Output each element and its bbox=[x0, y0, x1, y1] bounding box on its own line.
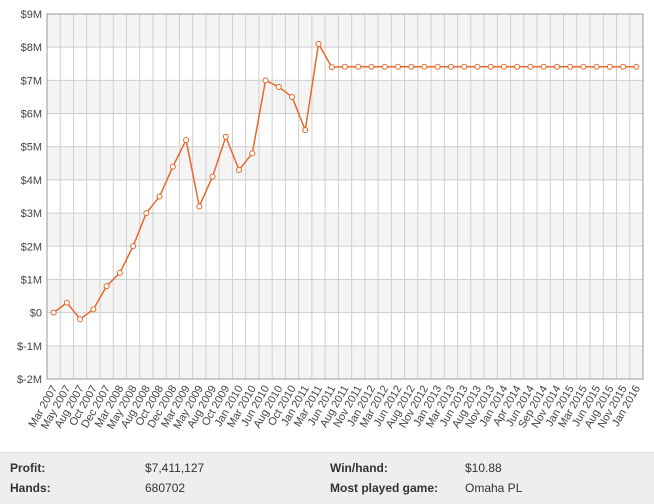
data-point bbox=[275, 84, 282, 90]
y-tick-label: $-2M bbox=[17, 374, 42, 386]
stat-value: Omaha PL bbox=[465, 481, 523, 495]
grid-band bbox=[47, 279, 643, 313]
data-point bbox=[315, 40, 322, 47]
stat-label: Most played game: bbox=[330, 481, 439, 495]
grid-band bbox=[47, 345, 643, 379]
data-point bbox=[156, 193, 163, 200]
plot-area bbox=[47, 14, 643, 379]
data-point bbox=[236, 166, 243, 173]
data-point bbox=[567, 63, 574, 70]
data-point bbox=[580, 63, 587, 70]
data-point bbox=[90, 306, 97, 313]
data-point bbox=[289, 93, 296, 100]
y-tick-label: $5M bbox=[21, 142, 42, 154]
stat-label: Hands: bbox=[10, 481, 51, 495]
y-tick-label: $0 bbox=[30, 308, 42, 320]
data-point bbox=[593, 63, 600, 70]
y-tick-label: $8M bbox=[21, 42, 42, 54]
data-point bbox=[368, 63, 375, 70]
data-point bbox=[143, 210, 150, 217]
data-point bbox=[169, 163, 176, 170]
data-point bbox=[222, 133, 229, 140]
data-point bbox=[77, 316, 84, 323]
data-point bbox=[487, 63, 494, 70]
data-point bbox=[63, 299, 70, 306]
data-point bbox=[408, 63, 415, 70]
grid-band bbox=[47, 80, 643, 114]
stat-value: $10.88 bbox=[465, 461, 502, 475]
data-point bbox=[553, 63, 560, 70]
data-point bbox=[209, 173, 216, 180]
data-point bbox=[103, 283, 110, 290]
data-point bbox=[381, 63, 388, 70]
data-point bbox=[183, 137, 190, 144]
stat-label: Win/hand: bbox=[330, 461, 388, 475]
data-point bbox=[633, 63, 640, 70]
data-point bbox=[130, 243, 137, 250]
data-point bbox=[342, 63, 348, 70]
y-tick-label: $-1M bbox=[17, 341, 42, 353]
data-point bbox=[328, 64, 335, 71]
grid-band bbox=[47, 213, 643, 247]
data-point bbox=[421, 63, 428, 70]
y-tick-label: $2M bbox=[21, 241, 42, 253]
grid-band bbox=[47, 14, 643, 48]
chart: $-2M$-1M$0$1M$2M$3M$4M$5M$6M$7M$8M$9MMar… bbox=[17, 9, 644, 431]
y-tick-label: $6M bbox=[21, 109, 42, 121]
data-point bbox=[196, 203, 203, 210]
y-tick-label: $4M bbox=[21, 175, 42, 187]
data-point bbox=[249, 150, 256, 157]
stats-panel: Profit: $7,411,127 Hands: 680702 Win/hand: $1… bbox=[0, 452, 654, 504]
grid-band bbox=[47, 146, 643, 180]
stat-value: $7,411,127 bbox=[145, 461, 205, 475]
data-point bbox=[527, 63, 534, 70]
data-point bbox=[606, 63, 613, 70]
data-point bbox=[447, 63, 454, 70]
y-tick-label: $3M bbox=[21, 208, 42, 220]
y-tick-label: $7M bbox=[21, 75, 42, 87]
y-tick-label: $1M bbox=[21, 274, 42, 286]
stat-label: Profit: bbox=[10, 461, 46, 475]
data-point bbox=[394, 63, 401, 70]
stat-value: 680702 bbox=[145, 481, 186, 495]
data-point bbox=[474, 63, 481, 70]
data-point bbox=[262, 77, 269, 84]
data-point bbox=[461, 63, 468, 70]
data-point bbox=[355, 63, 362, 70]
data-point bbox=[116, 269, 123, 276]
y-tick-label: $9M bbox=[21, 9, 42, 21]
data-point bbox=[514, 63, 521, 70]
data-point bbox=[50, 309, 57, 316]
plot-border bbox=[46, 13, 644, 380]
data-point bbox=[434, 63, 441, 70]
data-point bbox=[302, 127, 309, 134]
data-point bbox=[500, 63, 507, 70]
data-point bbox=[620, 63, 627, 70]
data-point bbox=[540, 63, 547, 70]
